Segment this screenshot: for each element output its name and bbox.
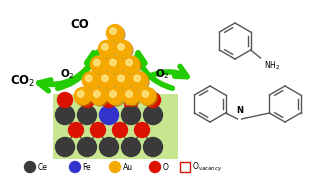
Circle shape	[144, 138, 163, 156]
Circle shape	[123, 88, 140, 105]
Circle shape	[25, 161, 36, 173]
Circle shape	[100, 73, 117, 90]
Circle shape	[108, 57, 125, 74]
Circle shape	[86, 75, 92, 81]
Circle shape	[57, 92, 73, 108]
Circle shape	[149, 161, 160, 173]
Circle shape	[139, 88, 156, 105]
Circle shape	[112, 122, 128, 138]
Circle shape	[55, 105, 75, 125]
Circle shape	[144, 105, 163, 125]
Text: O$_2$: O$_2$	[155, 67, 169, 81]
Circle shape	[107, 88, 123, 105]
Circle shape	[122, 105, 141, 125]
Circle shape	[90, 56, 107, 73]
Circle shape	[76, 89, 93, 106]
Circle shape	[108, 89, 125, 106]
Text: CO$_2$: CO$_2$	[10, 74, 35, 89]
Circle shape	[92, 89, 109, 106]
Circle shape	[77, 138, 97, 156]
Circle shape	[122, 138, 141, 156]
Circle shape	[134, 75, 141, 81]
Text: O$_{vacancy}$: O$_{vacancy}$	[192, 160, 223, 174]
Circle shape	[110, 91, 116, 97]
Circle shape	[99, 138, 119, 156]
Circle shape	[115, 72, 132, 89]
Circle shape	[55, 138, 75, 156]
Text: O$_2$: O$_2$	[60, 67, 75, 81]
Circle shape	[77, 105, 97, 125]
Circle shape	[98, 40, 115, 57]
Circle shape	[110, 59, 116, 66]
Circle shape	[116, 73, 133, 90]
Circle shape	[108, 26, 125, 43]
Circle shape	[126, 59, 133, 66]
Circle shape	[140, 89, 157, 106]
Circle shape	[90, 122, 106, 138]
Circle shape	[126, 91, 133, 97]
Text: NH$_2$: NH$_2$	[264, 60, 280, 73]
Circle shape	[101, 92, 117, 108]
Circle shape	[132, 73, 149, 90]
Text: O: O	[163, 163, 168, 171]
Circle shape	[99, 105, 119, 125]
Circle shape	[145, 92, 160, 108]
Circle shape	[124, 89, 141, 106]
Circle shape	[102, 75, 108, 81]
Circle shape	[90, 88, 107, 105]
Circle shape	[131, 72, 148, 89]
Bar	[53, 94, 178, 159]
Circle shape	[107, 25, 123, 42]
Circle shape	[107, 56, 123, 73]
Circle shape	[79, 92, 95, 108]
Text: N: N	[236, 106, 243, 115]
Circle shape	[82, 72, 99, 89]
Circle shape	[142, 91, 148, 97]
Circle shape	[115, 40, 132, 57]
Circle shape	[70, 161, 80, 173]
Circle shape	[74, 88, 91, 105]
Circle shape	[102, 44, 108, 50]
Circle shape	[134, 122, 149, 138]
Text: Fe: Fe	[83, 163, 91, 171]
Circle shape	[98, 72, 115, 89]
Circle shape	[100, 42, 117, 59]
Circle shape	[68, 122, 84, 138]
Circle shape	[110, 161, 121, 173]
Circle shape	[124, 57, 141, 74]
Text: Au: Au	[122, 163, 133, 171]
Circle shape	[123, 56, 140, 73]
Circle shape	[116, 42, 133, 59]
Circle shape	[92, 57, 109, 74]
Circle shape	[110, 28, 116, 34]
Text: CO: CO	[71, 18, 89, 31]
Text: Ce: Ce	[38, 163, 47, 171]
Bar	[125, 94, 137, 106]
Bar	[180, 162, 190, 172]
Circle shape	[118, 75, 124, 81]
Circle shape	[84, 73, 101, 90]
Circle shape	[77, 91, 84, 97]
Circle shape	[94, 91, 100, 97]
Circle shape	[118, 44, 124, 50]
Circle shape	[94, 59, 100, 66]
